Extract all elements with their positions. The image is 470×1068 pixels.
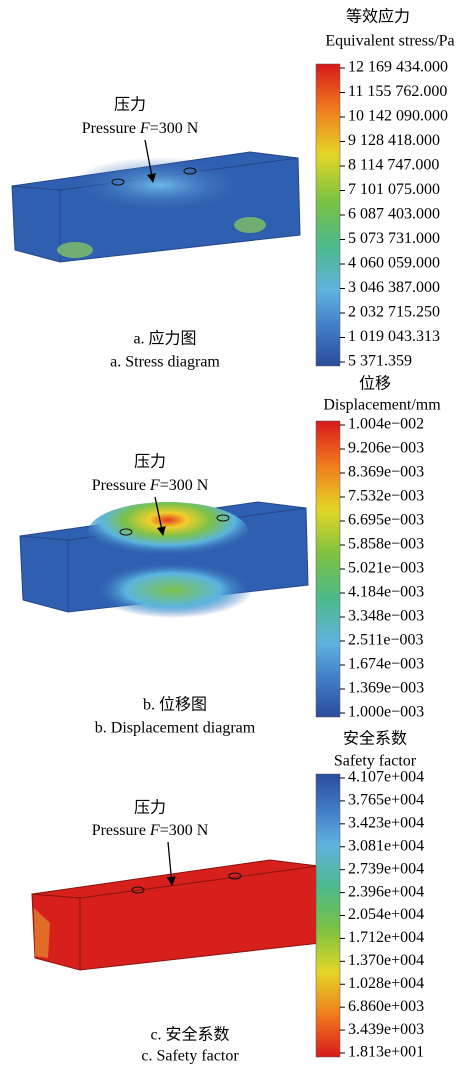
- color-bar: [316, 421, 340, 717]
- scale-label: 4 060 059.000: [348, 255, 440, 272]
- caption-zh: a. 应力图: [133, 329, 196, 348]
- scale-label: 6.695e−003: [348, 512, 424, 529]
- scale-label: 10 142 090.000: [348, 108, 448, 125]
- scale-label: 1 019 043.313: [348, 328, 440, 345]
- scale-label: 3.348e−003: [348, 608, 424, 625]
- scale-label: 1.004e−002: [348, 416, 424, 433]
- scale-label: 5 371.359: [348, 353, 412, 370]
- scale-label: 11 155 762.000: [348, 83, 447, 100]
- annotation-zh: 压力: [134, 799, 166, 817]
- scale-label: 6 087 403.000: [348, 206, 440, 223]
- displacement-model: [20, 502, 308, 618]
- legend-title-en: Equivalent stress/Pa: [325, 33, 454, 50]
- scale-label: 7.532e−003: [348, 488, 424, 505]
- scale-label: 3.439e+003: [348, 1021, 424, 1038]
- color-bar: [316, 774, 340, 1057]
- scale-label: 4.184e−003: [348, 584, 424, 601]
- scale-label: 2 032 715.250: [348, 304, 440, 321]
- panel-b: 压力 Pressure F=300 N b. 位移图 b. Displaceme…: [20, 375, 441, 737]
- scale-label: 7 101 075.000: [348, 181, 440, 198]
- scale-label: 5.858e−003: [348, 536, 424, 553]
- caption-en: a. Stress diagram: [110, 354, 220, 371]
- legend-title-zh: 位移: [359, 375, 391, 393]
- figure: 压力 Pressure F=300 N a. 应力图 a. Stress dia…: [0, 0, 470, 1068]
- scale-label: 8.369e−003: [348, 464, 424, 481]
- safety-model: [32, 860, 320, 970]
- color-bar: [316, 64, 340, 366]
- scale-label: 1.369e−003: [348, 680, 424, 697]
- scale-label: 1.813e+001: [348, 1044, 424, 1061]
- caption-en: c. Safety factor: [141, 1048, 239, 1065]
- scale-label: 4.107e+004: [348, 769, 424, 786]
- annotation-zh: 压力: [114, 96, 146, 114]
- scale-label: 3.081e+004: [348, 837, 424, 854]
- scale-label: 6.860e+003: [348, 998, 424, 1015]
- stress-model: [12, 152, 300, 262]
- scale-label: 1.370e+004: [348, 952, 424, 969]
- caption-zh: b. 位移图: [143, 696, 207, 714]
- legend-title-zh: 安全系数: [343, 730, 407, 748]
- scale-label: 5.021e−003: [348, 560, 424, 577]
- annotation-en: Pressure F=300 N: [82, 120, 199, 137]
- scale-label: 9 128 418.000: [348, 132, 440, 149]
- scale-label: 3.423e+004: [348, 815, 424, 832]
- scale-label: 3 046 387.000: [348, 279, 440, 296]
- scale-label: 1.712e+004: [348, 929, 424, 946]
- legend-title-en: Safety factor: [334, 753, 417, 770]
- scale-label: 1.674e−003: [348, 656, 424, 673]
- scale-label: 12 169 434.000: [348, 59, 448, 76]
- scale-label: 5 073 731.000: [348, 230, 440, 247]
- legend-title-zh: 等效应力: [346, 7, 410, 26]
- scale-label: 1.028e+004: [348, 975, 424, 992]
- scale-label: 1.000e−003: [348, 704, 424, 721]
- panel-a: 压力 Pressure F=300 N a. 应力图 a. Stress dia…: [12, 7, 455, 371]
- scale-label: 2.396e+004: [348, 883, 424, 900]
- annotation-zh: 压力: [134, 453, 166, 471]
- annotation-en: Pressure F=300 N: [92, 477, 209, 494]
- scale-label: 8 114 747.000: [348, 157, 439, 174]
- scale-label: 2.054e+004: [348, 906, 424, 923]
- scale-label: 2.511e−003: [348, 632, 424, 649]
- scale-label: 2.739e+004: [348, 860, 424, 877]
- legend-title-en: Displacement/mm: [323, 397, 441, 414]
- caption-zh: c. 安全系数: [150, 1026, 229, 1044]
- annotation-en: Pressure F=300 N: [92, 822, 209, 839]
- scale-label: 3.765e+004: [348, 792, 424, 809]
- panel-c: 压力 Pressure F=300 N c. 安全系数 c. Safety fa…: [32, 730, 424, 1065]
- caption-en: b. Displacement diagram: [95, 720, 256, 737]
- scale-label: 9.206e−003: [348, 440, 424, 457]
